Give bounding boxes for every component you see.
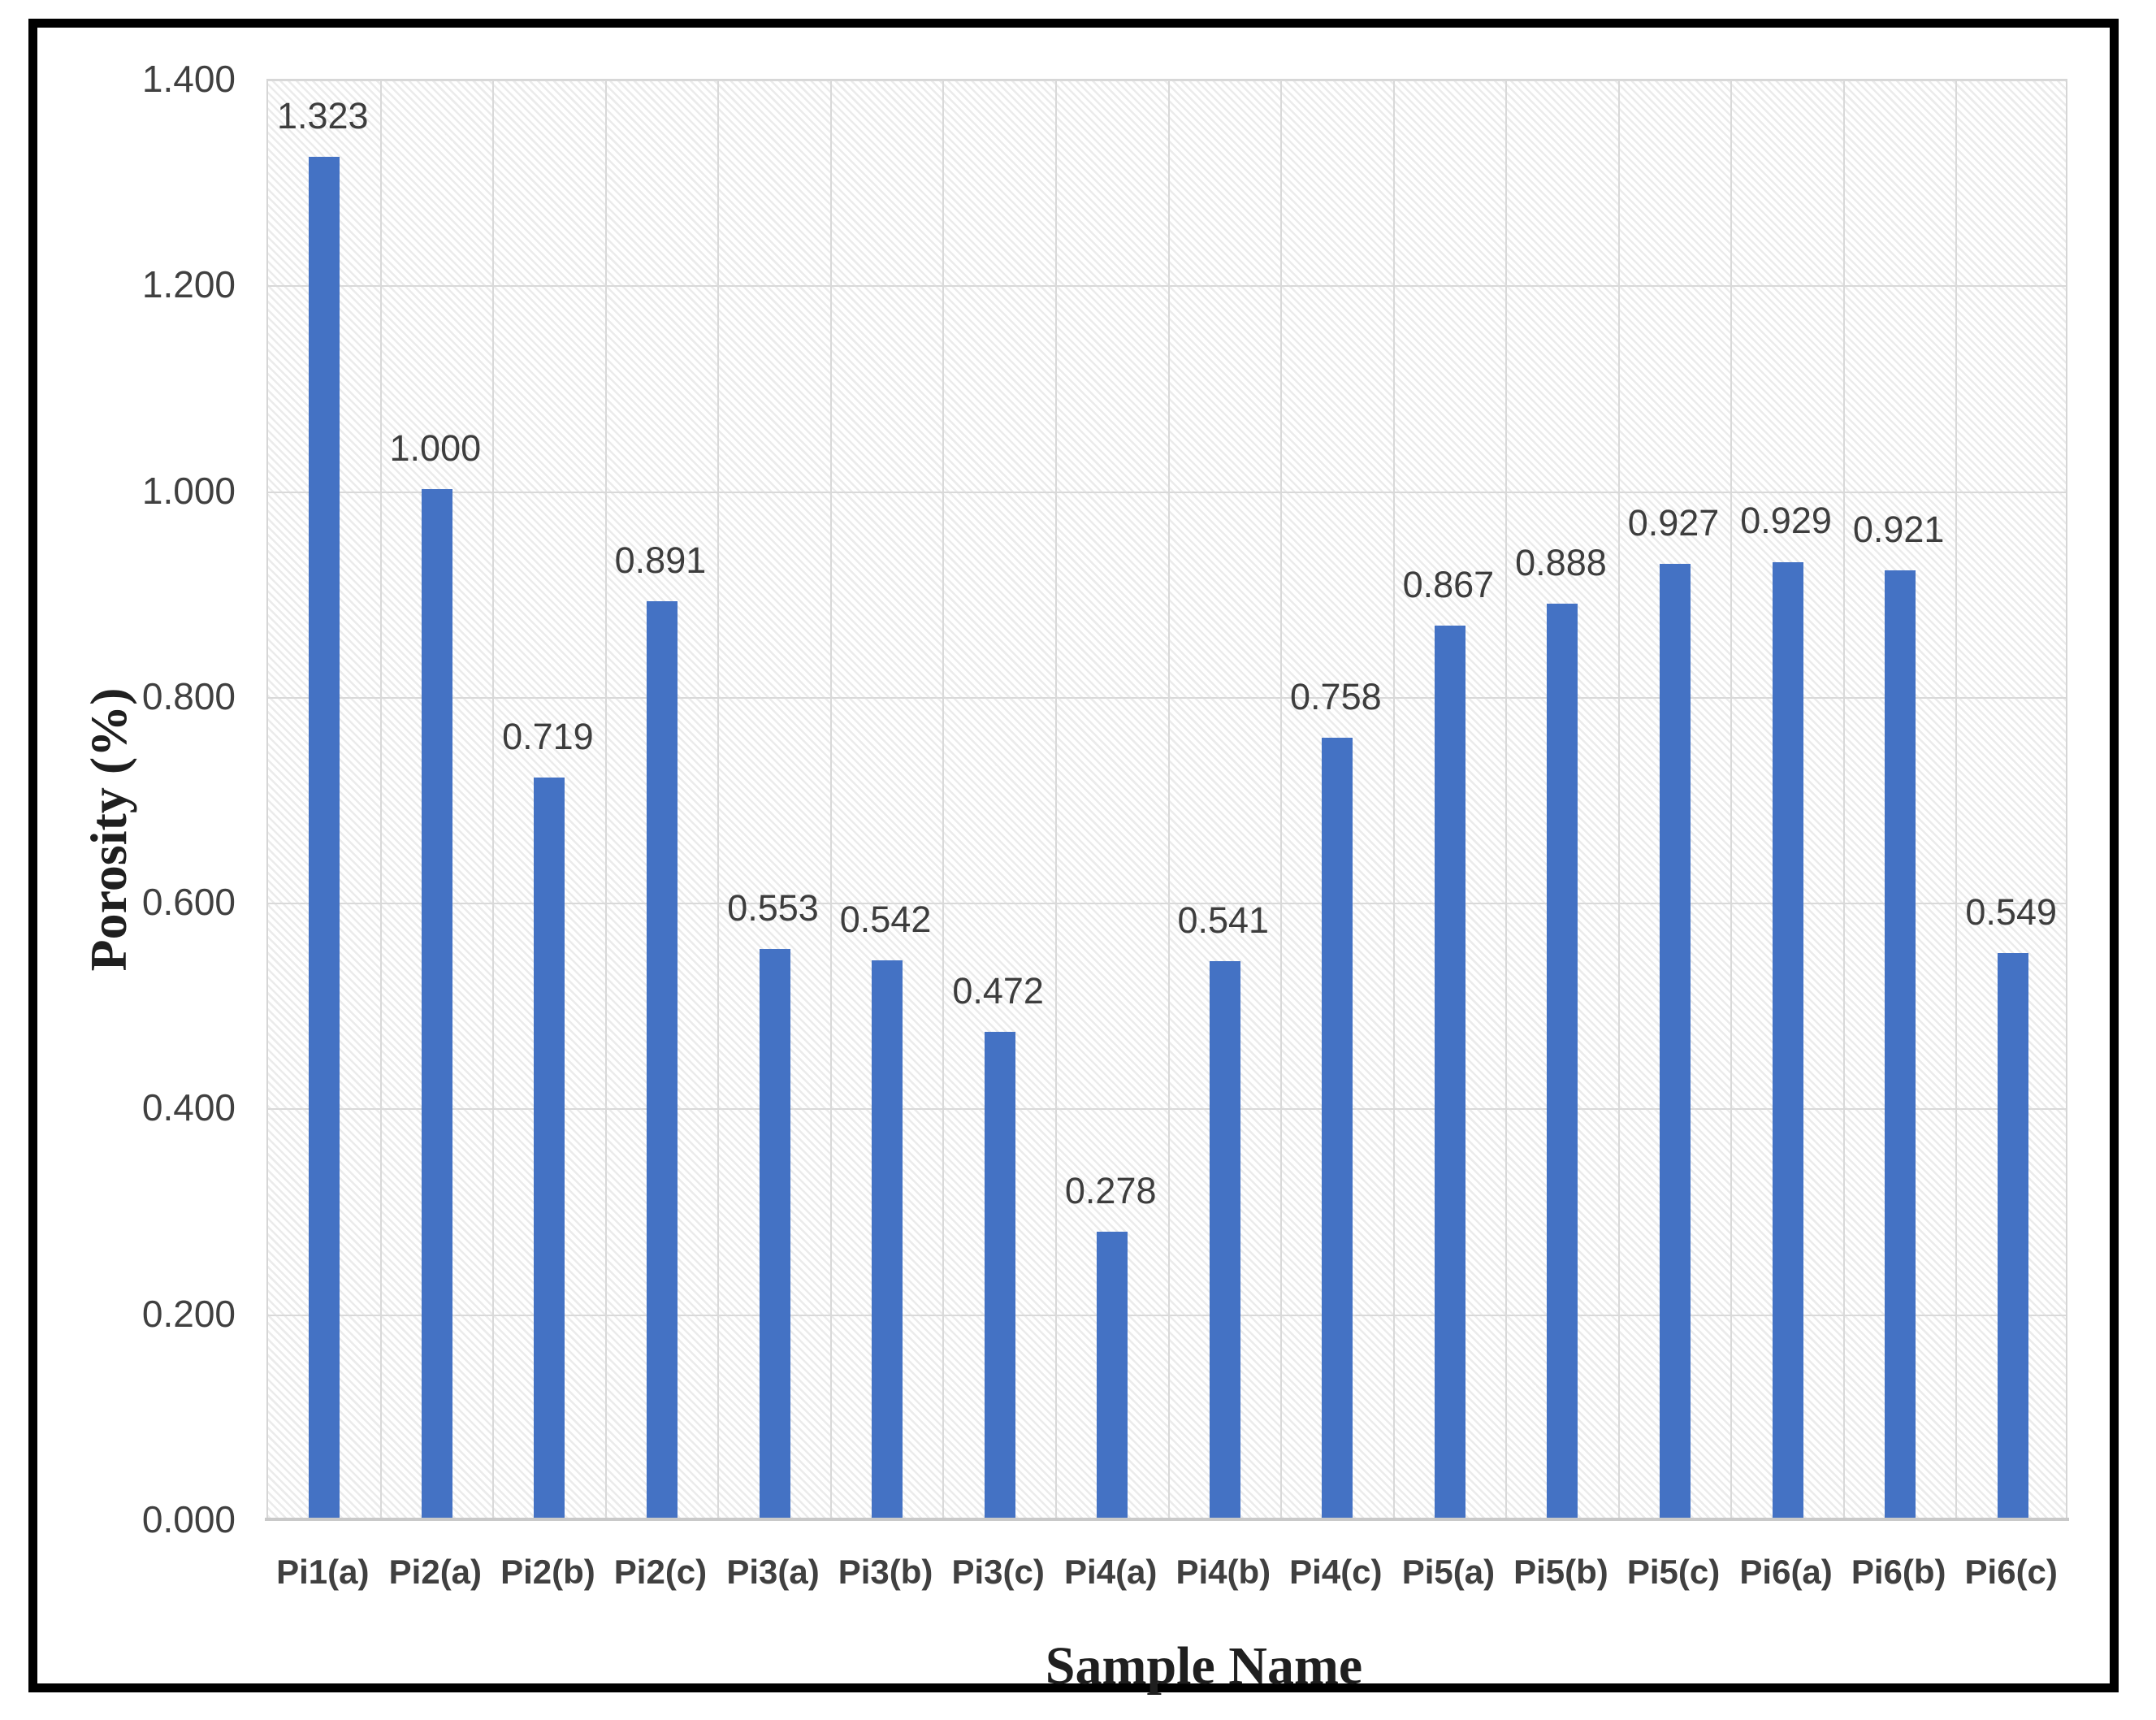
- bar-value-label: 0.278: [1064, 1169, 1157, 1211]
- x-tick-label: Pi3(b): [838, 1553, 933, 1591]
- gridline-vertical: [1167, 80, 1170, 1518]
- bar-value-label: 0.891: [614, 539, 707, 581]
- x-tick-label: Pi2(b): [500, 1553, 595, 1591]
- bar-Pi6(b): [1885, 570, 1916, 1518]
- bar-value-label: 0.472: [952, 970, 1044, 1012]
- y-tick-label: 0.400: [141, 1086, 236, 1129]
- bar-value-label: 0.867: [1402, 564, 1495, 605]
- x-tick-label: Pi6(b): [1851, 1553, 1946, 1591]
- y-tick-label: 0.600: [141, 881, 236, 924]
- x-tick-label: Pi5(a): [1401, 1553, 1496, 1591]
- x-tick-label: Pi4(c): [1289, 1553, 1383, 1591]
- bar-Pi2(c): [646, 600, 678, 1518]
- bar-Pi3(c): [984, 1032, 1015, 1518]
- bar-value-label: 0.758: [1290, 676, 1382, 718]
- x-tick-label: Pi2(a): [388, 1553, 483, 1591]
- y-tick-label: 0.200: [141, 1292, 236, 1335]
- y-tick-label: 1.000: [141, 469, 236, 512]
- gridline-vertical: [1617, 80, 1620, 1518]
- x-tick-label: Pi5(c): [1626, 1553, 1721, 1591]
- bar-Pi1(a): [309, 156, 340, 1518]
- gridline-vertical: [1392, 80, 1395, 1518]
- y-tick-label: 0.800: [141, 674, 236, 717]
- gridline-vertical: [1280, 80, 1283, 1518]
- bar-value-label: 0.553: [727, 886, 819, 929]
- x-tick-label: Pi1(a): [276, 1553, 370, 1591]
- gridline-vertical: [717, 80, 720, 1518]
- bar-Pi6(a): [1772, 561, 1803, 1518]
- bar-value-label: 0.542: [839, 898, 932, 940]
- gridline-horizontal: [268, 285, 2066, 288]
- x-tick-label: Pi3(a): [726, 1553, 820, 1591]
- gridline-horizontal: [268, 80, 2066, 81]
- bar-value-label: 1.323: [276, 94, 369, 136]
- x-tick-label: Pi5(b): [1513, 1553, 1608, 1591]
- bar-value-label: 0.549: [1965, 890, 2058, 933]
- gridline-vertical: [604, 80, 607, 1518]
- x-axis-title: Sample Name: [1045, 1636, 1363, 1696]
- gridline-vertical: [1955, 80, 1958, 1518]
- y-axis-title: Porosity (%): [80, 687, 137, 972]
- x-tick-label: Pi6(a): [1739, 1553, 1833, 1591]
- gridline-vertical: [1505, 80, 1508, 1518]
- gridline-horizontal: [268, 696, 2066, 699]
- bar-Pi5(a): [1434, 626, 1465, 1518]
- gridline-vertical: [1842, 80, 1845, 1518]
- bar-Pi3(a): [759, 948, 790, 1518]
- gridline-vertical: [942, 80, 945, 1518]
- bar-Pi2(a): [421, 488, 452, 1518]
- gridline-vertical: [829, 80, 832, 1518]
- bar-Pi5(c): [1660, 564, 1691, 1518]
- gridline-vertical: [1054, 80, 1057, 1518]
- y-tick-label: 0.000: [141, 1498, 236, 1540]
- bar-Pi5(b): [1547, 604, 1578, 1518]
- bar-value-label: 0.929: [1740, 500, 1832, 542]
- bar-value-label: 0.921: [1852, 508, 1945, 550]
- bar-Pi2(b): [534, 778, 565, 1518]
- bar-Pi4(b): [1209, 960, 1240, 1518]
- bar-Pi4(a): [1097, 1231, 1128, 1518]
- x-tick-label: Pi4(b): [1175, 1553, 1271, 1591]
- x-tick-label: Pi6(c): [1964, 1553, 2058, 1591]
- x-tick-label: Pi2(c): [613, 1553, 708, 1591]
- bar-Pi3(b): [872, 960, 903, 1518]
- bar-Pi4(c): [1322, 738, 1353, 1518]
- y-tick-label: 1.200: [141, 263, 236, 306]
- gridline-horizontal: [268, 491, 2066, 493]
- x-tick-label: Pi3(c): [951, 1553, 1045, 1591]
- bar-value-label: 0.888: [1515, 542, 1607, 584]
- bar-value-label: 0.927: [1627, 502, 1720, 544]
- gridline-horizontal: [268, 903, 2066, 905]
- plot-area: [266, 79, 2067, 1519]
- bar-value-label: 1.000: [389, 427, 482, 469]
- x-tick-label: Pi4(a): [1064, 1553, 1158, 1591]
- gridline-vertical: [492, 80, 495, 1518]
- gridline-horizontal: [268, 1314, 2066, 1316]
- x-axis-line: [265, 1518, 2069, 1521]
- gridline-vertical: [379, 80, 382, 1518]
- bar-Pi6(c): [1997, 952, 2028, 1518]
- gridline-horizontal: [268, 1108, 2066, 1111]
- bar-value-label: 0.541: [1177, 899, 1270, 941]
- y-tick-label: 1.400: [141, 58, 236, 100]
- bar-value-label: 0.719: [502, 716, 594, 758]
- gridline-vertical: [1730, 80, 1733, 1518]
